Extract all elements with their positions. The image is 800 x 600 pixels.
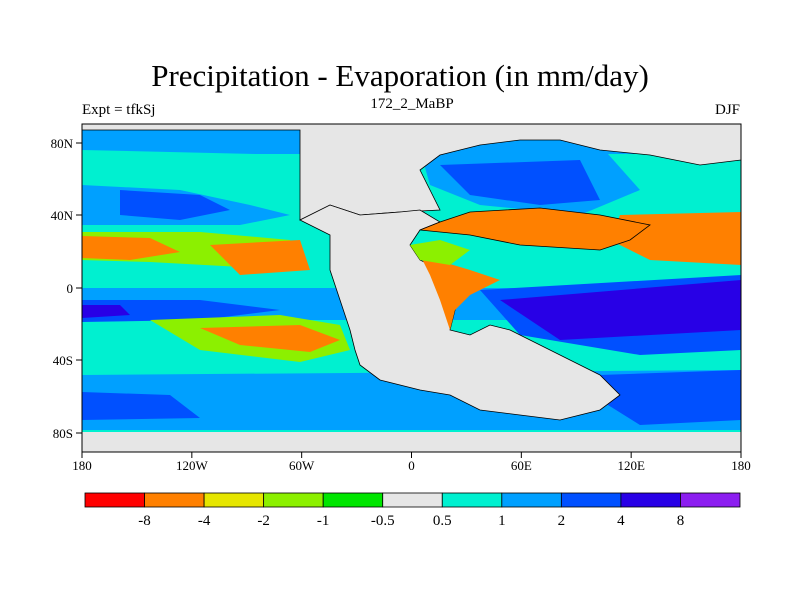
colorbar-label: -1 [317, 513, 330, 529]
southern-ocean-core-west [82, 392, 200, 420]
north-pacific-zone [82, 150, 320, 175]
subtitle: 172_2_MaBP [370, 96, 454, 112]
north-pacific-core [120, 190, 230, 220]
lon-tick-label: 0 [408, 458, 415, 473]
lon-tick-label: 180 [72, 458, 92, 473]
north-atlantic-core [440, 160, 600, 205]
colorbar-swatch [680, 492, 741, 508]
colorbar-swatch [620, 492, 681, 508]
colorbar-label: 4 [617, 513, 625, 529]
colorbar-label: -0.5 [371, 513, 395, 529]
colorbar-swatch [560, 492, 622, 508]
south-pacific-zone [82, 325, 180, 345]
latitude-axis: 80N 40N 0 40S 80S [51, 136, 82, 441]
page-title: Precipitation - Evaporation (in mm/day) [151, 58, 649, 93]
lat-tick-label: 0 [67, 281, 74, 296]
west-margin-dry [420, 255, 500, 330]
lat-tick-label: 40N [51, 208, 74, 223]
lat-tick-label: 80S [53, 426, 73, 441]
lon-tick-label: 60W [289, 458, 315, 473]
season-label: DJF [714, 102, 740, 118]
colorbar-swatch [501, 492, 562, 508]
tethys-green [410, 240, 470, 265]
colorbar-swatch [263, 492, 324, 508]
colorbar-label: 0.5 [433, 513, 452, 529]
north-central-dry [210, 240, 310, 275]
equatorial-max-west [82, 305, 130, 318]
colorbar-label: -8 [138, 513, 151, 529]
lon-tick-label: 120E [617, 458, 645, 473]
colorbar-label: 2 [558, 513, 566, 529]
lon-tick-label: 180 [731, 458, 751, 473]
colorbar-swatch [84, 492, 145, 508]
colorbar-swatch [441, 492, 503, 508]
tropical-core-east [500, 280, 741, 340]
colorbar: -8 -4 -2 -1 -0.5 0.5 1 2 4 8 [84, 492, 741, 529]
equatorial-core-west [82, 300, 280, 322]
lat-tick-label: 40S [53, 353, 73, 368]
colorbar-label: 1 [498, 513, 506, 529]
longitude-axis: 180 120W 60W 0 60E 120E 180 [72, 452, 751, 473]
colorbar-label: 8 [677, 513, 685, 529]
colorbar-swatch [144, 492, 205, 508]
south-pacific-dry [200, 325, 340, 352]
colorbar-label: -4 [198, 513, 211, 529]
southern-ocean-core-east [600, 370, 741, 425]
colorbar-swatch [322, 492, 384, 508]
lon-tick-label: 120W [176, 458, 209, 473]
north-pacific-dry [82, 236, 180, 260]
lon-tick-label: 60E [511, 458, 532, 473]
colorbar-swatch [203, 492, 265, 508]
antarctica [82, 432, 741, 452]
tethys-dry [419, 207, 651, 251]
field-layer [82, 124, 741, 452]
colorbar-swatch [382, 492, 443, 508]
lat-tick-label: 80N [51, 136, 74, 151]
colorbar-label: -2 [257, 513, 270, 529]
experiment-label: Expt = tfkSj [82, 102, 156, 118]
